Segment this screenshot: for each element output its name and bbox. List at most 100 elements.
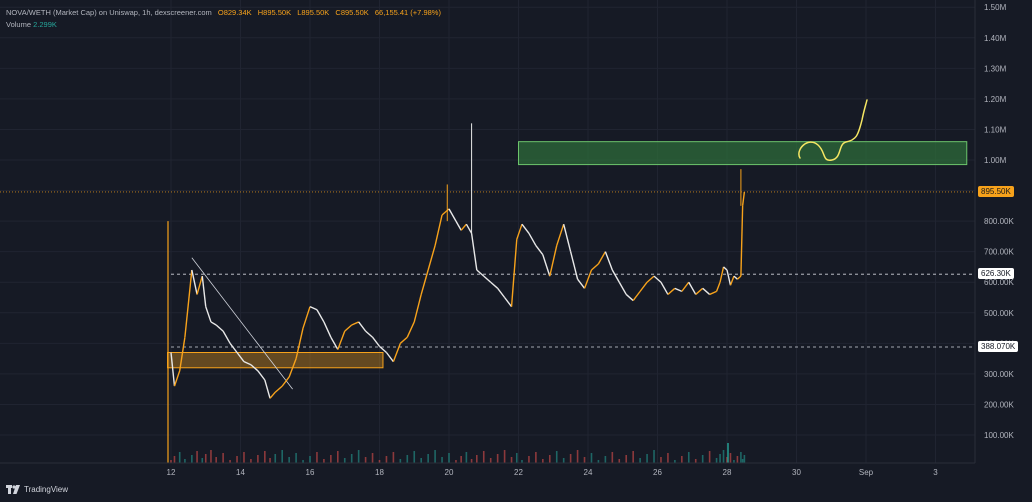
volume-bar xyxy=(542,459,544,463)
x-tick-label: 14 xyxy=(236,468,245,477)
volume-label[interactable]: Volume xyxy=(6,20,32,29)
x-tick-label: 30 xyxy=(792,468,801,477)
price-segment xyxy=(236,352,245,363)
volume-legend: Volume 2.299K xyxy=(6,20,57,29)
price-segment xyxy=(562,223,572,252)
price-segment xyxy=(483,275,492,283)
volume-bar xyxy=(337,451,339,463)
open-value: O829.34K xyxy=(217,8,252,17)
volume-bar xyxy=(357,450,360,463)
price-segment xyxy=(295,327,304,359)
y-tick-label: 300.00K xyxy=(984,370,1014,379)
price-levels xyxy=(0,191,975,348)
volume-bar xyxy=(674,460,676,463)
volume-bar xyxy=(740,452,742,463)
volume-bar xyxy=(510,457,513,463)
price-segment xyxy=(229,342,238,353)
price-segment xyxy=(379,345,387,354)
tradingview-brand[interactable]: TradingView xyxy=(6,485,68,494)
price-segment xyxy=(427,245,436,271)
price-segment xyxy=(365,330,374,338)
y-tick-label: 800.00K xyxy=(984,217,1014,226)
price-segment xyxy=(639,281,648,292)
volume-bar xyxy=(708,451,711,463)
price-segment xyxy=(549,245,558,277)
price-segment xyxy=(302,306,311,329)
volume-bar xyxy=(184,459,186,463)
volume-bar xyxy=(281,450,283,463)
price-segment xyxy=(413,294,422,323)
price-segment xyxy=(337,330,346,350)
volume-bar xyxy=(476,455,478,463)
volume-bar xyxy=(215,457,217,463)
price-segment xyxy=(257,370,266,381)
price-segment xyxy=(516,223,523,240)
price-segment xyxy=(465,223,473,234)
price-segment xyxy=(510,239,518,307)
volume-bar xyxy=(441,457,443,463)
volume-bar xyxy=(257,455,259,463)
volume-bar xyxy=(611,452,614,463)
price-segment xyxy=(210,321,217,326)
price-segment xyxy=(406,321,415,338)
volume-bar xyxy=(201,458,204,463)
price-segment xyxy=(196,275,203,295)
price-segment xyxy=(702,287,711,295)
y-tick-label: 700.00K xyxy=(984,248,1014,257)
resistance-zone xyxy=(518,141,968,166)
volume-bar xyxy=(719,454,721,463)
volume-bar xyxy=(434,450,436,463)
volume-bar xyxy=(687,452,690,463)
volume-bar xyxy=(191,455,193,463)
volume-bars xyxy=(170,443,746,463)
price-segment xyxy=(184,269,193,338)
volume-bar xyxy=(597,460,600,463)
price-segment xyxy=(681,281,690,292)
volume-bar xyxy=(715,458,718,463)
volume-bar xyxy=(590,453,593,463)
volume-bar xyxy=(269,458,271,463)
price-segment xyxy=(695,287,704,295)
x-tick-label: 3 xyxy=(933,468,938,477)
price-segment xyxy=(569,251,579,280)
x-tick-label: Sep xyxy=(859,468,874,477)
volume-bar xyxy=(448,453,450,463)
x-axis: 12 14 16 18 20 22 24 26 28 30 Sep 3 xyxy=(0,462,975,477)
volume-bar xyxy=(722,450,725,463)
y-tick-label: 1.20M xyxy=(984,95,1007,104)
volume-bar xyxy=(639,458,641,463)
volume-bar xyxy=(378,460,381,463)
freehand-drawing xyxy=(798,99,868,161)
volume-bar xyxy=(660,457,662,463)
volume-bar xyxy=(667,453,669,463)
volume-bar xyxy=(515,453,518,463)
volume-bar xyxy=(727,443,729,463)
volume-bar xyxy=(196,451,198,463)
price-segment xyxy=(222,330,231,344)
price-segment xyxy=(688,281,697,295)
volume-bar xyxy=(701,455,704,463)
volume-bar xyxy=(343,458,346,463)
symbol-label[interactable]: NOVA/WETH (Market Cap) on Uniswap, 1h, d… xyxy=(6,8,212,17)
current-price-tag: 895.50K xyxy=(978,185,1014,197)
volume-bar xyxy=(496,454,499,463)
level-price-tag: 388.070K xyxy=(978,340,1019,352)
volume-bar xyxy=(733,460,735,463)
x-tick-label: 18 xyxy=(375,468,384,477)
volume-bar xyxy=(455,460,457,463)
price-segment xyxy=(441,208,450,216)
volume-bar xyxy=(569,454,572,463)
price-segment xyxy=(460,223,467,231)
price-segment xyxy=(191,269,198,295)
trendline xyxy=(191,257,293,390)
zones xyxy=(167,141,968,369)
y-axis: 100.00K200.00K300.00K400.00K500.00K600.0… xyxy=(974,0,1014,463)
price-segment xyxy=(542,254,551,277)
price-series xyxy=(167,123,746,463)
price-segment xyxy=(323,321,332,338)
volume-bar xyxy=(729,453,732,463)
volume-bar xyxy=(406,455,409,463)
price-segment xyxy=(490,281,499,289)
price-segment xyxy=(729,275,735,286)
